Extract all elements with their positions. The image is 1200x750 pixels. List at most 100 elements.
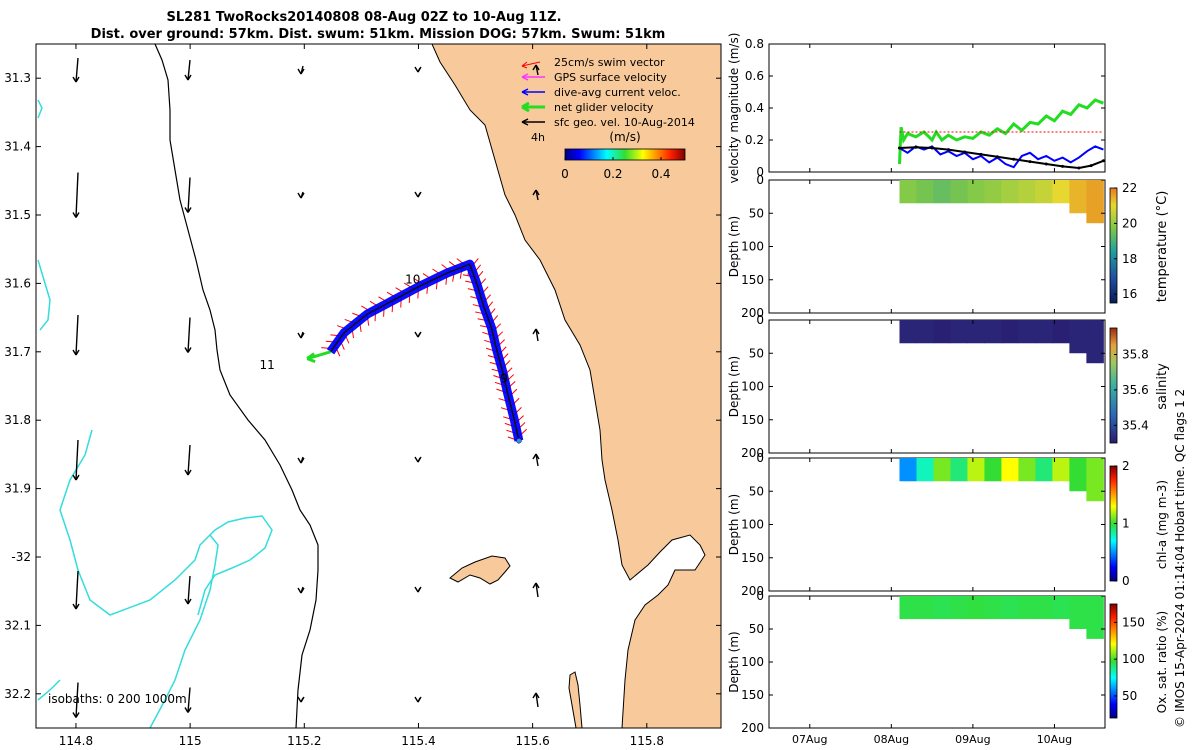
- imos-credit: © IMOS 15-Apr-2024 01:14:04 Hobart time.…: [1173, 389, 1187, 728]
- geo-arrow-head: [72, 474, 80, 481]
- profile-cell: [1001, 180, 1019, 204]
- legend-label-dive-avg: dive-avg current veloc.: [554, 86, 681, 99]
- velocity-series-point: [897, 146, 901, 150]
- map-frame: [35, 43, 722, 729]
- x-tick-label: 09Aug: [955, 733, 990, 746]
- profile-cell: [1052, 320, 1070, 344]
- geo-arrow-head: [532, 189, 540, 196]
- day-marker-label: 11: [260, 358, 275, 372]
- geo-arrow: [535, 328, 539, 342]
- dive-avg-current-band: [326, 259, 524, 442]
- map-y-tick-label: -32: [11, 550, 31, 564]
- geo-arrow: [187, 687, 191, 713]
- profile-cell: [899, 180, 917, 204]
- map-x-tick-label: 114.8: [59, 734, 93, 748]
- y-axis-label: Depth (m): [727, 216, 741, 277]
- day-markers: 9 10 11: [260, 272, 508, 385]
- colorbar-unit-label: (m/s): [609, 130, 640, 144]
- velocity-panel: 0 0.2 0.4 0.6 0.8 velocity magnitude (m/s): [727, 33, 1106, 184]
- y-axis-label: Depth (m): [727, 494, 741, 555]
- colorbar-tick-label: 16: [1122, 287, 1137, 301]
- colorbar-tick-label: 2: [1122, 459, 1130, 473]
- legend-label-swim-vector: 25cm/s swim vector: [554, 56, 665, 69]
- geo-arrow-head: [184, 598, 192, 605]
- y-tick-label: 150: [741, 551, 764, 565]
- sfc-geo-velocity-arrows: [72, 57, 540, 718]
- velocity-series-point: [995, 155, 999, 159]
- y-tick-label: 150: [741, 273, 764, 287]
- legend-swim-vector: 25cm/s swim vector: [521, 56, 665, 69]
- y-tick-label: 0.4: [745, 101, 764, 115]
- y-tick-label: 0.8: [745, 37, 764, 51]
- map-x-tick-label: 115.2: [287, 734, 321, 748]
- y-tick-label: 0: [756, 313, 764, 327]
- y-tick-label: 0: [756, 165, 764, 179]
- profile-cell: [1069, 458, 1087, 492]
- profile-cell: [950, 180, 968, 204]
- colorbar-tick-label: 35.8: [1122, 348, 1149, 362]
- profile-cell: [1018, 180, 1036, 204]
- map-x-tick-label: 115.8: [630, 734, 664, 748]
- y-tick-label: 200: [741, 584, 764, 598]
- glider-track: [306, 259, 524, 444]
- y-tick-label: 50: [749, 206, 764, 220]
- track-start-marker: [516, 437, 522, 444]
- profile-cell: [984, 458, 1002, 482]
- legend-net-glider: net glider velocity: [521, 101, 654, 114]
- geo-arrow: [187, 177, 191, 213]
- profile-cell: [1001, 458, 1019, 482]
- geo-arrow-head: [532, 582, 540, 589]
- y-tick-label: 50: [749, 622, 764, 636]
- geo-arrow: [535, 692, 539, 708]
- salinity-panel: 0 50 100 150 200 Depth (m) 35.4 35.6 35.8 salinit…: [727, 313, 1170, 460]
- colorbar-tick-label: 22: [1122, 181, 1137, 195]
- geo-arrow: [75, 682, 79, 718]
- geo-arrow-head: [532, 453, 540, 460]
- profile-cell: [916, 458, 934, 482]
- map-x-tick-label: 115.4: [401, 734, 435, 748]
- speed-colorbar-ticks: 0 0.2 0.4: [561, 157, 671, 181]
- geo-arrow-head: [72, 212, 80, 218]
- isobath-1000m-a: [37, 99, 273, 728]
- geo-arrow-head: [297, 696, 305, 703]
- y-axis-label: Depth (m): [727, 631, 741, 692]
- map-y-ticks: 31.3 31.4 31.5 31.6 31.7 31.8 31.9 -32 32.1 32.2: [4, 71, 721, 701]
- map-y-tick-label: 31.6: [4, 276, 31, 290]
- velocity-series-point: [1089, 164, 1093, 168]
- profile-cell: [1001, 596, 1019, 620]
- velocity-series-point: [946, 148, 950, 152]
- colorbar-label: Ox. sat. ratio (%): [1155, 611, 1169, 713]
- profile-cell: [1035, 458, 1053, 482]
- profile-colorbar: [1109, 327, 1118, 444]
- profile-cell: [933, 458, 951, 482]
- y-tick-label: 100: [741, 380, 764, 394]
- profile-cell: [1018, 458, 1036, 482]
- colorbar-tick-label: 0.2: [603, 167, 622, 181]
- geo-arrow-head: [414, 586, 422, 593]
- geo-arrow-head: [297, 192, 305, 199]
- y-tick-label: 100: [741, 240, 764, 254]
- colorbar-tick-label: 18: [1122, 252, 1137, 266]
- geo-arrow-head: [184, 207, 192, 213]
- map-y-tick-label: 31.4: [4, 140, 31, 154]
- colorbar-tick-label: 100: [1122, 652, 1145, 666]
- profile-cell: [1069, 596, 1087, 629]
- profile-cell: [1086, 458, 1104, 502]
- profile-cell: [1035, 180, 1053, 204]
- velocity-series-point: [1012, 157, 1016, 161]
- profile-cell: [950, 596, 968, 620]
- y-axis-label: velocity magnitude (m/s): [727, 33, 741, 184]
- map-x-tick-label: 115: [179, 734, 202, 748]
- map-legend: 25cm/s swim vector GPS surface velocity …: [521, 56, 695, 181]
- geo-arrow-head: [184, 469, 192, 476]
- map-y-tick-label: 32.1: [4, 618, 31, 632]
- colorbar-label: salinity: [1155, 363, 1170, 410]
- x-tick-label: 10Aug: [1037, 733, 1072, 746]
- y-tick-label: 100: [741, 655, 764, 669]
- profile-cell: [984, 596, 1002, 620]
- profile-cell: [1052, 180, 1070, 204]
- profile-cell: [899, 320, 917, 344]
- profile-colorbar: [1109, 603, 1118, 719]
- geo-arrow: [535, 453, 539, 467]
- net-glider-arrow-head: [306, 352, 316, 364]
